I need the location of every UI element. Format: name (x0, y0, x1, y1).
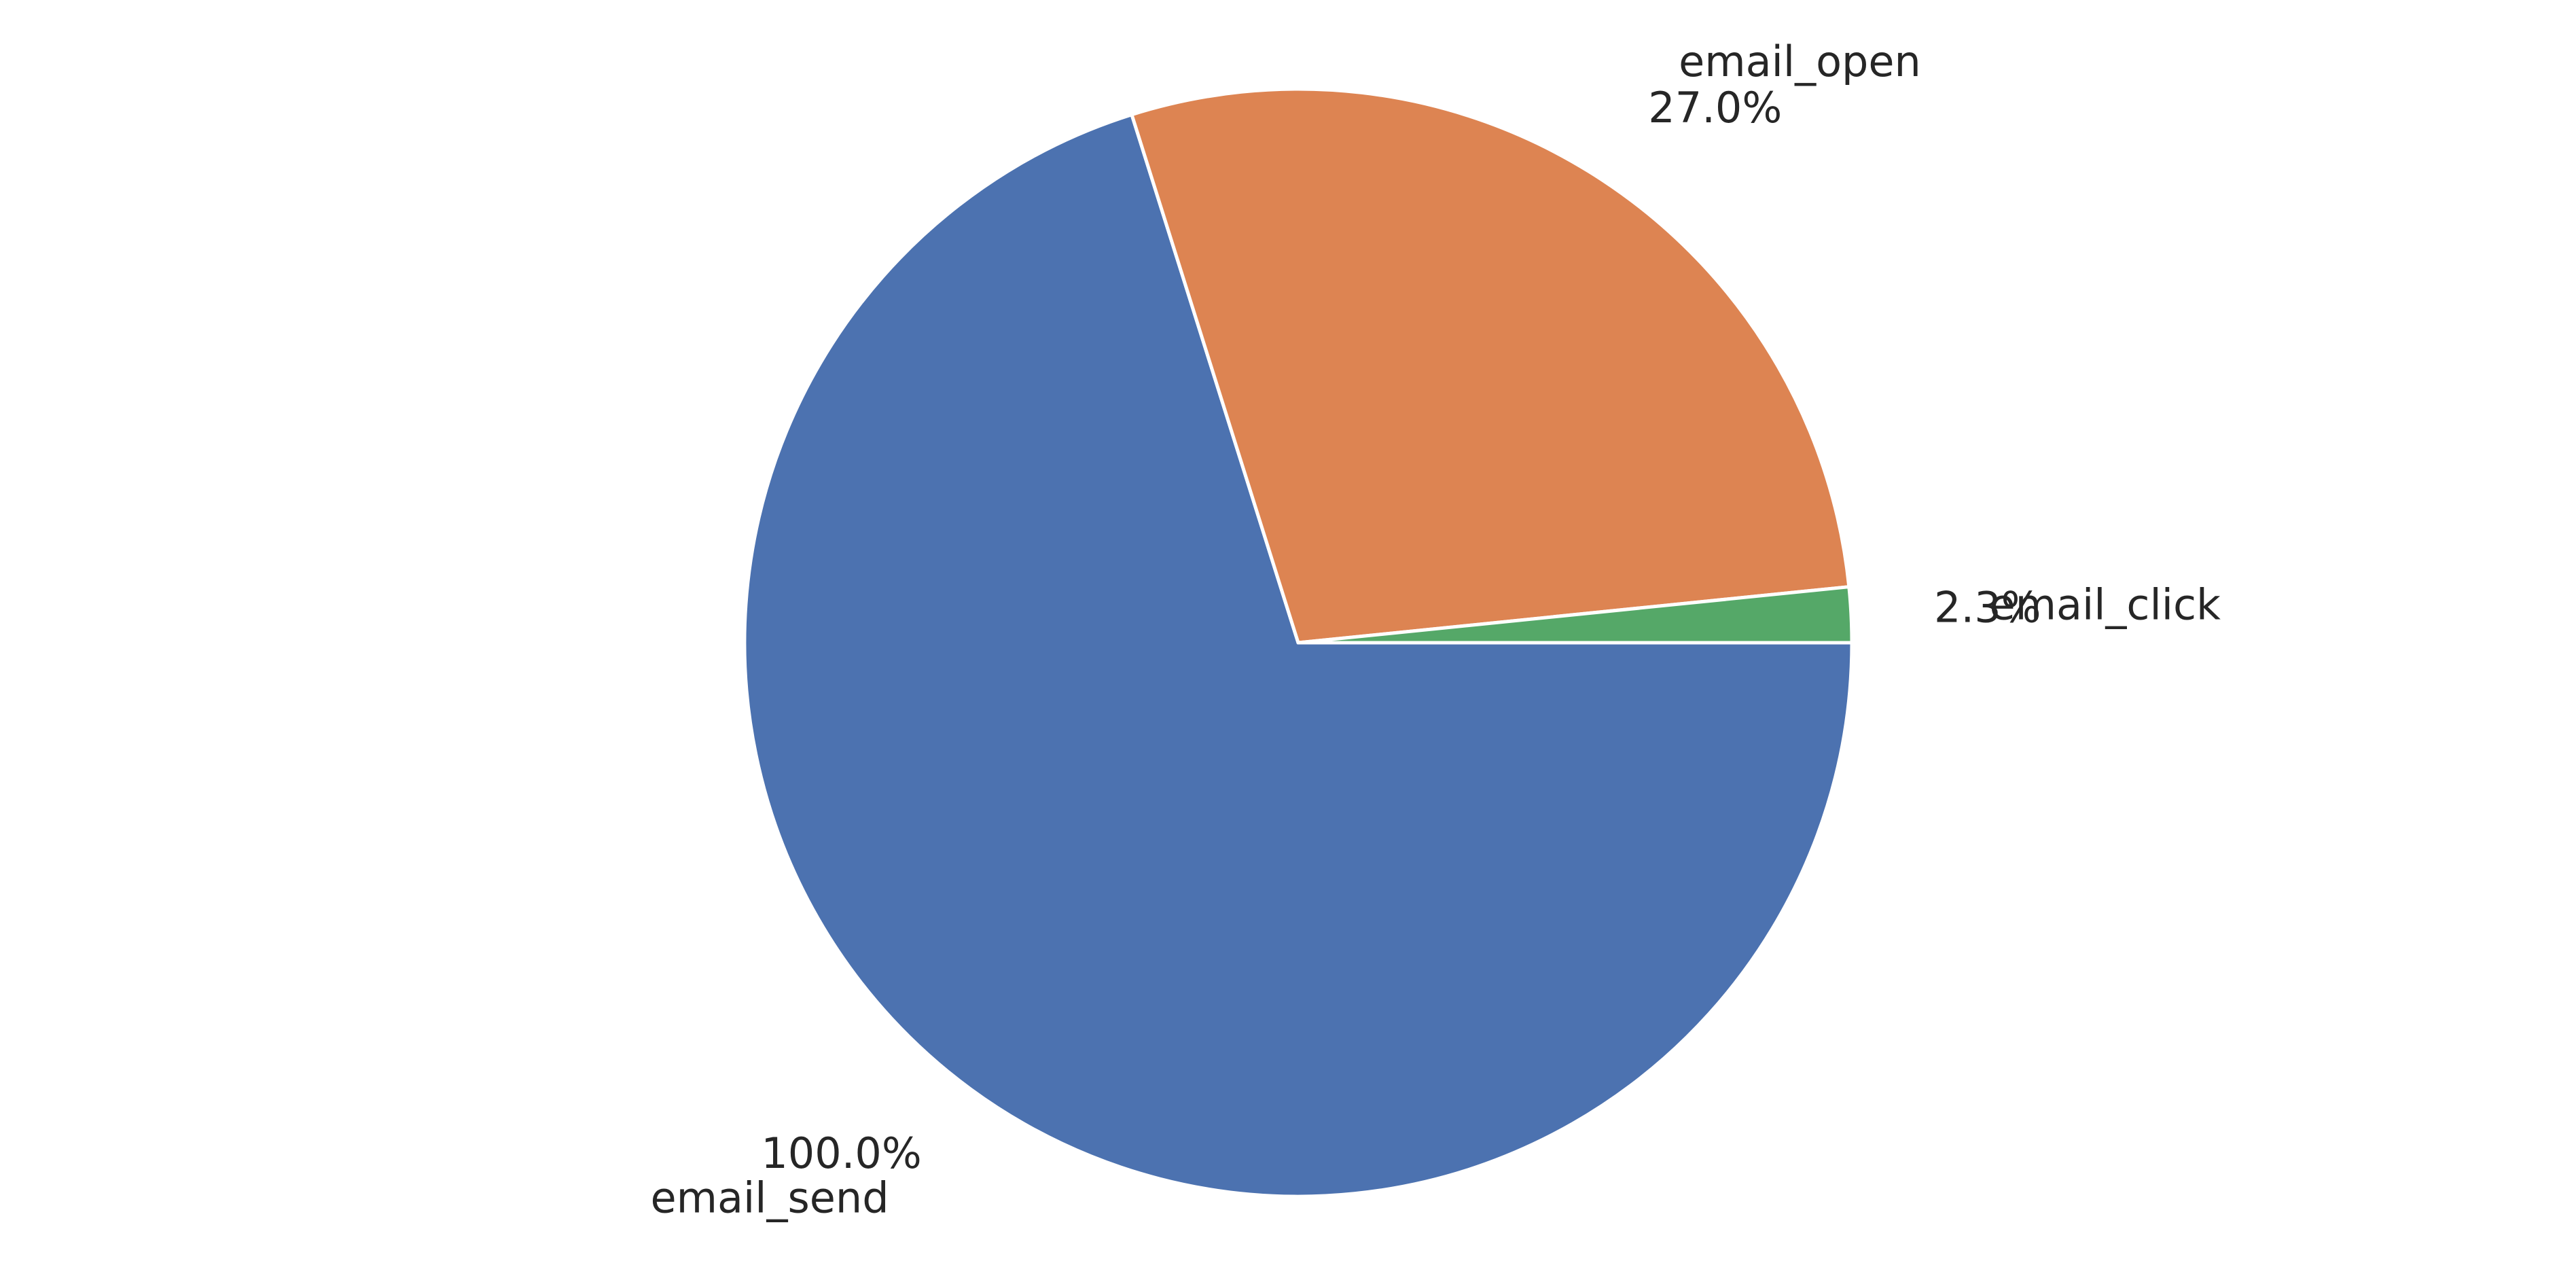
slice-label-email-send: email_send (650, 1173, 889, 1223)
pie-slice-email-click (1296, 585, 1854, 645)
labels-layer: 100.0%email_send 27.0%email_open 2.3%email… (650, 37, 2221, 1222)
slices-layer (743, 87, 1854, 1198)
pct-label-email-click: 2.3% (1934, 583, 2041, 633)
pct-label-email-send: 100.0% (761, 1128, 921, 1178)
pie-slice-email-send (743, 113, 1854, 1198)
slice-label-email-click: email_click (1989, 580, 2221, 630)
pct-label-email-open: 27.0% (1648, 83, 1782, 132)
pie-slice-email-open (1130, 87, 1851, 645)
slice-label-email-open: email_open (1679, 37, 1921, 86)
